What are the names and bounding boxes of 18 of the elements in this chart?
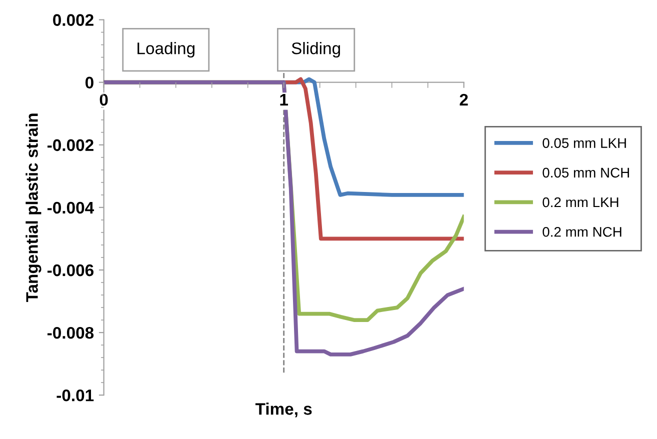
annotation: Loading — [138, 42, 194, 58]
y-tick-label: -0.006 — [47, 264, 94, 276]
y-tick-label: 0 — [85, 76, 94, 89]
y-tick-label: -0.01 — [56, 390, 94, 402]
annotation: Sliding — [292, 42, 340, 58]
x-tick-label: 1 — [280, 94, 288, 106]
y-tick-label: -0.008 — [47, 326, 94, 339]
y-tick-label: -0.004 — [47, 202, 94, 214]
x-axis-title: Time, s — [255, 402, 312, 418]
y-axis-title: Tangential plastic strain — [26, 114, 42, 302]
x-tick-label: 0 — [100, 94, 108, 106]
legend-label: 0.05 mm NCH — [542, 168, 629, 178]
legend-label: 0.2 mm LKH — [542, 197, 618, 208]
legend-label: 0.2 mm NCH — [542, 226, 622, 237]
legend-label: 0.05 mm LKH — [542, 138, 626, 148]
y-tick-label: 0.002 — [53, 14, 94, 26]
x-tick-label: 2 — [460, 94, 468, 106]
y-tick-label: -0.002 — [47, 139, 94, 152]
